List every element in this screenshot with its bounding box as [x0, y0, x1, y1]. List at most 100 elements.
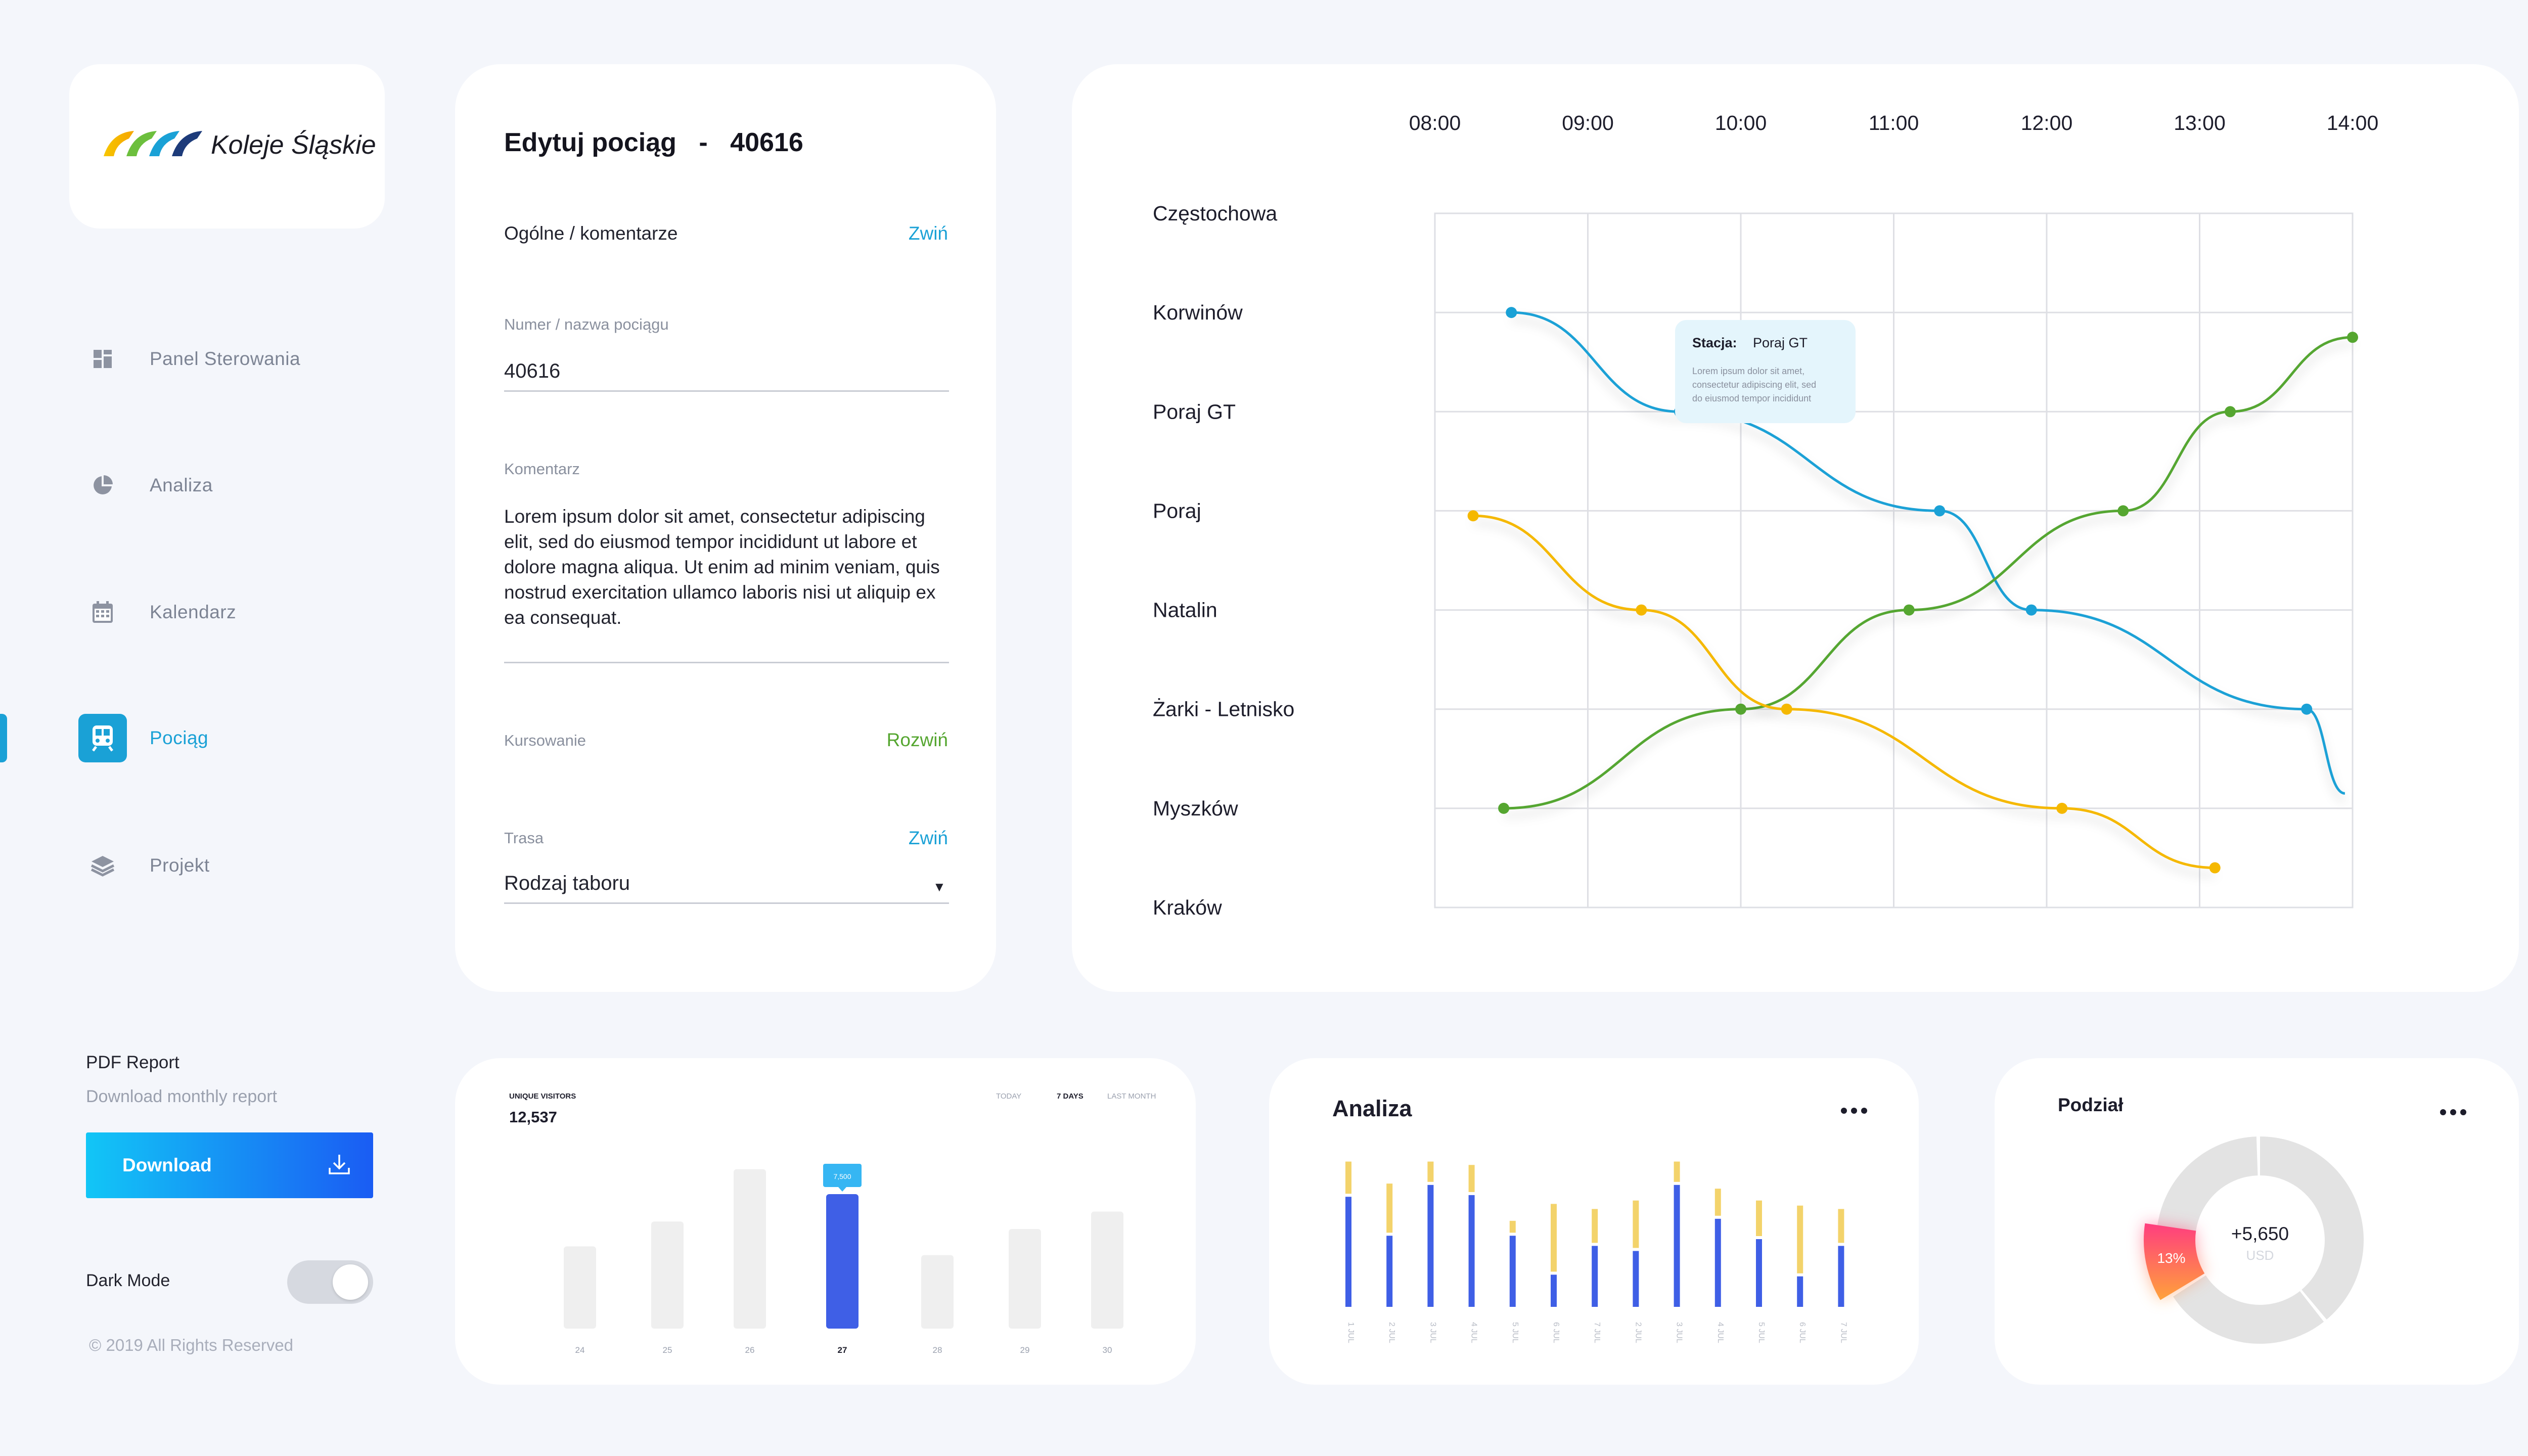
bar-value-tooltip: [823, 1163, 862, 1187]
green-stop-point[interactable]: [2225, 406, 2236, 418]
download-icon: [328, 1153, 351, 1178]
yellow-bar[interactable]: [1427, 1161, 1434, 1182]
yellow-train-line[interactable]: [1473, 514, 2215, 870]
time-label: 08:00: [1409, 111, 1461, 134]
edit-title-number: 40616: [730, 128, 803, 157]
collapse-general-link[interactable]: Zwiń: [908, 223, 948, 244]
blue-bar[interactable]: [1756, 1239, 1762, 1307]
sidebar-item-label: Panel Sterowania: [150, 348, 301, 369]
blue-train-line[interactable]: [1511, 311, 2345, 795]
date-label: 5 JUL: [1511, 1322, 1519, 1343]
download-button-label: Download: [122, 1155, 212, 1175]
sidebar-item-analiza[interactable]: Analiza: [86, 458, 369, 513]
blue-stop-point[interactable]: [2301, 703, 2313, 715]
blue-bar[interactable]: [1797, 1276, 1803, 1307]
donut-segment[interactable]: [2173, 1275, 2324, 1344]
yellow-bar[interactable]: [1838, 1209, 1844, 1243]
green-stop-point[interactable]: [2117, 505, 2129, 517]
visitor-bar[interactable]: [564, 1246, 596, 1329]
more-options-icon[interactable]: [2440, 1109, 2466, 1115]
visitor-bar[interactable]: [921, 1255, 954, 1329]
station-label: Częstochowa: [1153, 202, 1277, 225]
green-stop-point[interactable]: [1498, 802, 1510, 814]
station-label: Kraków: [1153, 896, 1222, 919]
yellow-bar[interactable]: [1592, 1209, 1598, 1243]
time-label: 09:00: [1562, 111, 1614, 134]
visitor-bar[interactable]: [1091, 1211, 1123, 1329]
blue-bar[interactable]: [1345, 1197, 1351, 1307]
filter-tab[interactable]: TODAY: [996, 1092, 1021, 1101]
dark-mode-toggle[interactable]: [287, 1260, 373, 1304]
blue-bar[interactable]: [1551, 1275, 1557, 1307]
yellow-stop-point[interactable]: [2209, 862, 2221, 874]
sidebar-item-label: Kalendarz: [150, 602, 237, 622]
yellow-bar[interactable]: [1468, 1165, 1475, 1192]
blue-bar[interactable]: [1509, 1236, 1516, 1307]
yellow-bar[interactable]: [1797, 1205, 1803, 1273]
dark-mode-label: Dark Mode: [86, 1271, 170, 1290]
blue-stop-point[interactable]: [1934, 505, 1946, 517]
yellow-bar[interactable]: [1509, 1220, 1516, 1233]
comment-underline: [504, 662, 949, 663]
route-label: Trasa: [504, 829, 544, 847]
yellow-bar[interactable]: [1345, 1161, 1351, 1194]
date-label: 1 JUL: [1346, 1322, 1355, 1343]
more-options-icon[interactable]: [1841, 1108, 1867, 1114]
blue-stop-point[interactable]: [1506, 307, 1517, 318]
tooltip-text-line: consectetur adipiscing elit, sed: [1692, 380, 1816, 390]
blue-bar[interactable]: [1714, 1218, 1721, 1307]
green-train-line[interactable]: [1504, 336, 2353, 810]
train-number-input[interactable]: 40616: [504, 360, 561, 382]
visitor-bar[interactable]: [826, 1194, 859, 1329]
yellow-bar[interactable]: [1714, 1189, 1721, 1216]
yellow-bar[interactable]: [1674, 1161, 1680, 1182]
yellow-stop-point[interactable]: [1781, 703, 1792, 715]
green-stop-point[interactable]: [1903, 604, 1915, 616]
blue-bar[interactable]: [1468, 1195, 1475, 1307]
yellow-stop-point[interactable]: [1636, 604, 1647, 616]
yellow-bar[interactable]: [1386, 1184, 1393, 1233]
time-label: 11:00: [1869, 111, 1919, 134]
yellow-bar[interactable]: [1633, 1200, 1639, 1248]
expand-schedule-link[interactable]: Rozwiń: [886, 730, 948, 750]
blue-bar[interactable]: [1592, 1246, 1598, 1307]
yellow-stop-point[interactable]: [2056, 802, 2068, 814]
filter-tab[interactable]: LAST MONTH: [1107, 1092, 1156, 1101]
download-button[interactable]: Download: [86, 1132, 373, 1198]
sidebar-item-projekt[interactable]: Projekt: [86, 838, 369, 893]
green-stop-point[interactable]: [2347, 332, 2358, 343]
visitor-bar[interactable]: [1009, 1228, 1041, 1329]
station-label: Poraj GT: [1153, 400, 1236, 423]
logo-card[interactable]: Koleje Śląskie: [69, 64, 385, 229]
station-label: Korwinów: [1153, 301, 1243, 324]
blue-bar[interactable]: [1674, 1185, 1680, 1307]
blue-bar[interactable]: [1386, 1236, 1393, 1307]
blue-stop-point[interactable]: [2025, 604, 2037, 616]
blue-bar[interactable]: [1838, 1246, 1844, 1307]
bar-value-label: 7,500: [833, 1172, 851, 1180]
blue-bar[interactable]: [1633, 1251, 1639, 1307]
yellow-bar[interactable]: [1551, 1204, 1557, 1272]
visitor-bar[interactable]: [734, 1169, 766, 1329]
donut-highlight-segment[interactable]: [2144, 1223, 2205, 1300]
donut-segment[interactable]: [2260, 1136, 2364, 1320]
donut-segment[interactable]: [2157, 1136, 2258, 1232]
filter-tab[interactable]: 7 DAYS: [1057, 1092, 1084, 1101]
tooltip-text-line: do eiusmod tempor incididunt: [1692, 393, 1811, 403]
visitor-bar[interactable]: [651, 1221, 684, 1329]
chevron-down-icon[interactable]: ▼: [933, 879, 946, 894]
yellow-stop-point[interactable]: [1467, 510, 1479, 522]
collapse-route-link[interactable]: Zwiń: [908, 828, 948, 848]
sidebar-item-kalendarz[interactable]: Kalendarz: [86, 584, 369, 640]
green-stop-point[interactable]: [1735, 703, 1746, 715]
sidebar-item-panel-sterowania[interactable]: Panel Sterowania: [86, 331, 369, 387]
tooltip-label: Stacja:: [1692, 335, 1737, 350]
rolling-stock-select[interactable]: Rodzaj taboru: [504, 872, 630, 894]
sidebar-item-pociag[interactable]: Pociąg: [78, 710, 369, 766]
comment-textarea[interactable]: Lorem ipsum dolor sit amet, consectetur …: [504, 506, 940, 628]
yellow-bar[interactable]: [1756, 1200, 1762, 1236]
blue-bar[interactable]: [1427, 1185, 1434, 1307]
visitors-card: UNIQUE VISITORS 12,537 TODAY 7 DAYS LAST M…: [455, 1058, 1196, 1385]
brand-name: Koleje Śląskie: [211, 130, 376, 160]
date-label: 5 JUL: [1757, 1322, 1766, 1343]
